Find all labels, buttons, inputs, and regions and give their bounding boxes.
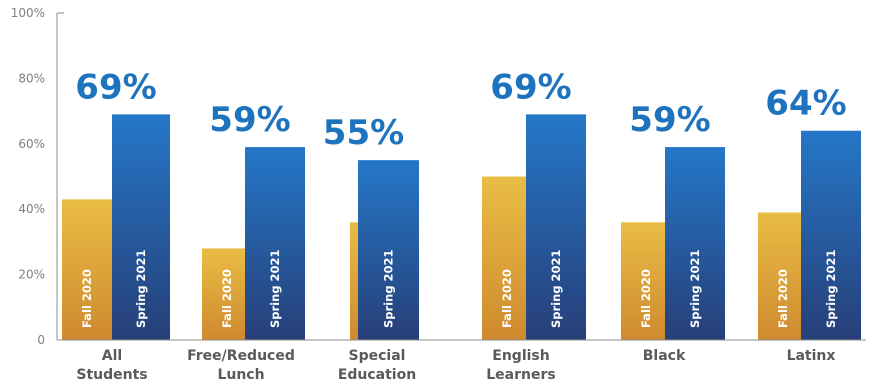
- category-label-line: Free/Reduced: [187, 348, 295, 364]
- y-tick-labels: 0 20% 40% 60% 80% 100%: [11, 6, 45, 347]
- bar-spring-2021: [358, 160, 419, 340]
- bar-series-label: Fall 2020: [220, 269, 234, 328]
- bar-series-label: Spring 2021: [688, 249, 702, 328]
- bars: Fall 2020 Spring 2021 69% Fall 2020 Spring 2…: [57, 67, 866, 341]
- data-label: 69%: [75, 67, 156, 107]
- category-label: Latinx: [787, 348, 836, 364]
- bar-series-label: Fall 2020: [639, 269, 653, 328]
- category-label: Black: [643, 348, 686, 364]
- bar-spring-2021: [112, 114, 170, 341]
- bar-spring-2021: [245, 147, 305, 340]
- data-label: 69%: [490, 67, 571, 107]
- y-tick-label: 80%: [18, 71, 45, 85]
- y-tick-label: 20%: [18, 268, 45, 282]
- category-label: Special Education: [338, 348, 416, 383]
- bar-series-label: Fall 2020: [80, 269, 94, 328]
- data-label: 64%: [765, 84, 846, 124]
- bar-series-label: Spring 2021: [824, 249, 838, 328]
- category-label-line: Education: [338, 367, 416, 383]
- category-label: English Learners: [486, 348, 555, 383]
- category-label-line: Black: [643, 348, 686, 364]
- y-tick-label: 40%: [18, 202, 45, 216]
- category-label: All Students: [76, 348, 147, 383]
- bar-fall-2020: [482, 176, 532, 340]
- data-label: 59%: [209, 100, 290, 140]
- y-tick-label: 0: [37, 333, 45, 347]
- category-label-line: Lunch: [217, 367, 264, 383]
- y-tick-label: 100%: [11, 6, 45, 20]
- bar-spring-2021: [526, 114, 586, 341]
- bar-spring-2021: [801, 130, 861, 340]
- bar-spring-2021: [665, 147, 725, 340]
- y-tick-label: 60%: [18, 137, 45, 151]
- bar-fall-2020: [62, 199, 112, 340]
- category-label-line: Latinx: [787, 348, 836, 364]
- data-label: 55%: [323, 113, 404, 153]
- category-label-line: Learners: [486, 367, 555, 383]
- category-label-line: Special: [349, 348, 406, 364]
- bar-fall-2020: [202, 248, 252, 340]
- bar-series-label: Spring 2021: [549, 249, 563, 328]
- category-label-line: English: [492, 348, 549, 364]
- bar-series-label: Spring 2021: [382, 249, 396, 328]
- category-label-line: Students: [76, 367, 147, 383]
- bar-fall-2020: [758, 212, 808, 340]
- category-label-line: All: [102, 348, 122, 364]
- bar-series-label: Spring 2021: [268, 249, 282, 328]
- category-label: Free/Reduced Lunch: [187, 348, 295, 383]
- bar-fall-2020: [621, 222, 671, 340]
- bar-series-label: Spring 2021: [134, 249, 148, 328]
- category-labels: All Students Free/Reduced Lunch Special Educa…: [76, 348, 835, 383]
- bar-series-label: Fall 2020: [776, 269, 790, 328]
- bar-series-label: Fall 2020: [500, 269, 514, 328]
- data-label: 59%: [629, 100, 710, 140]
